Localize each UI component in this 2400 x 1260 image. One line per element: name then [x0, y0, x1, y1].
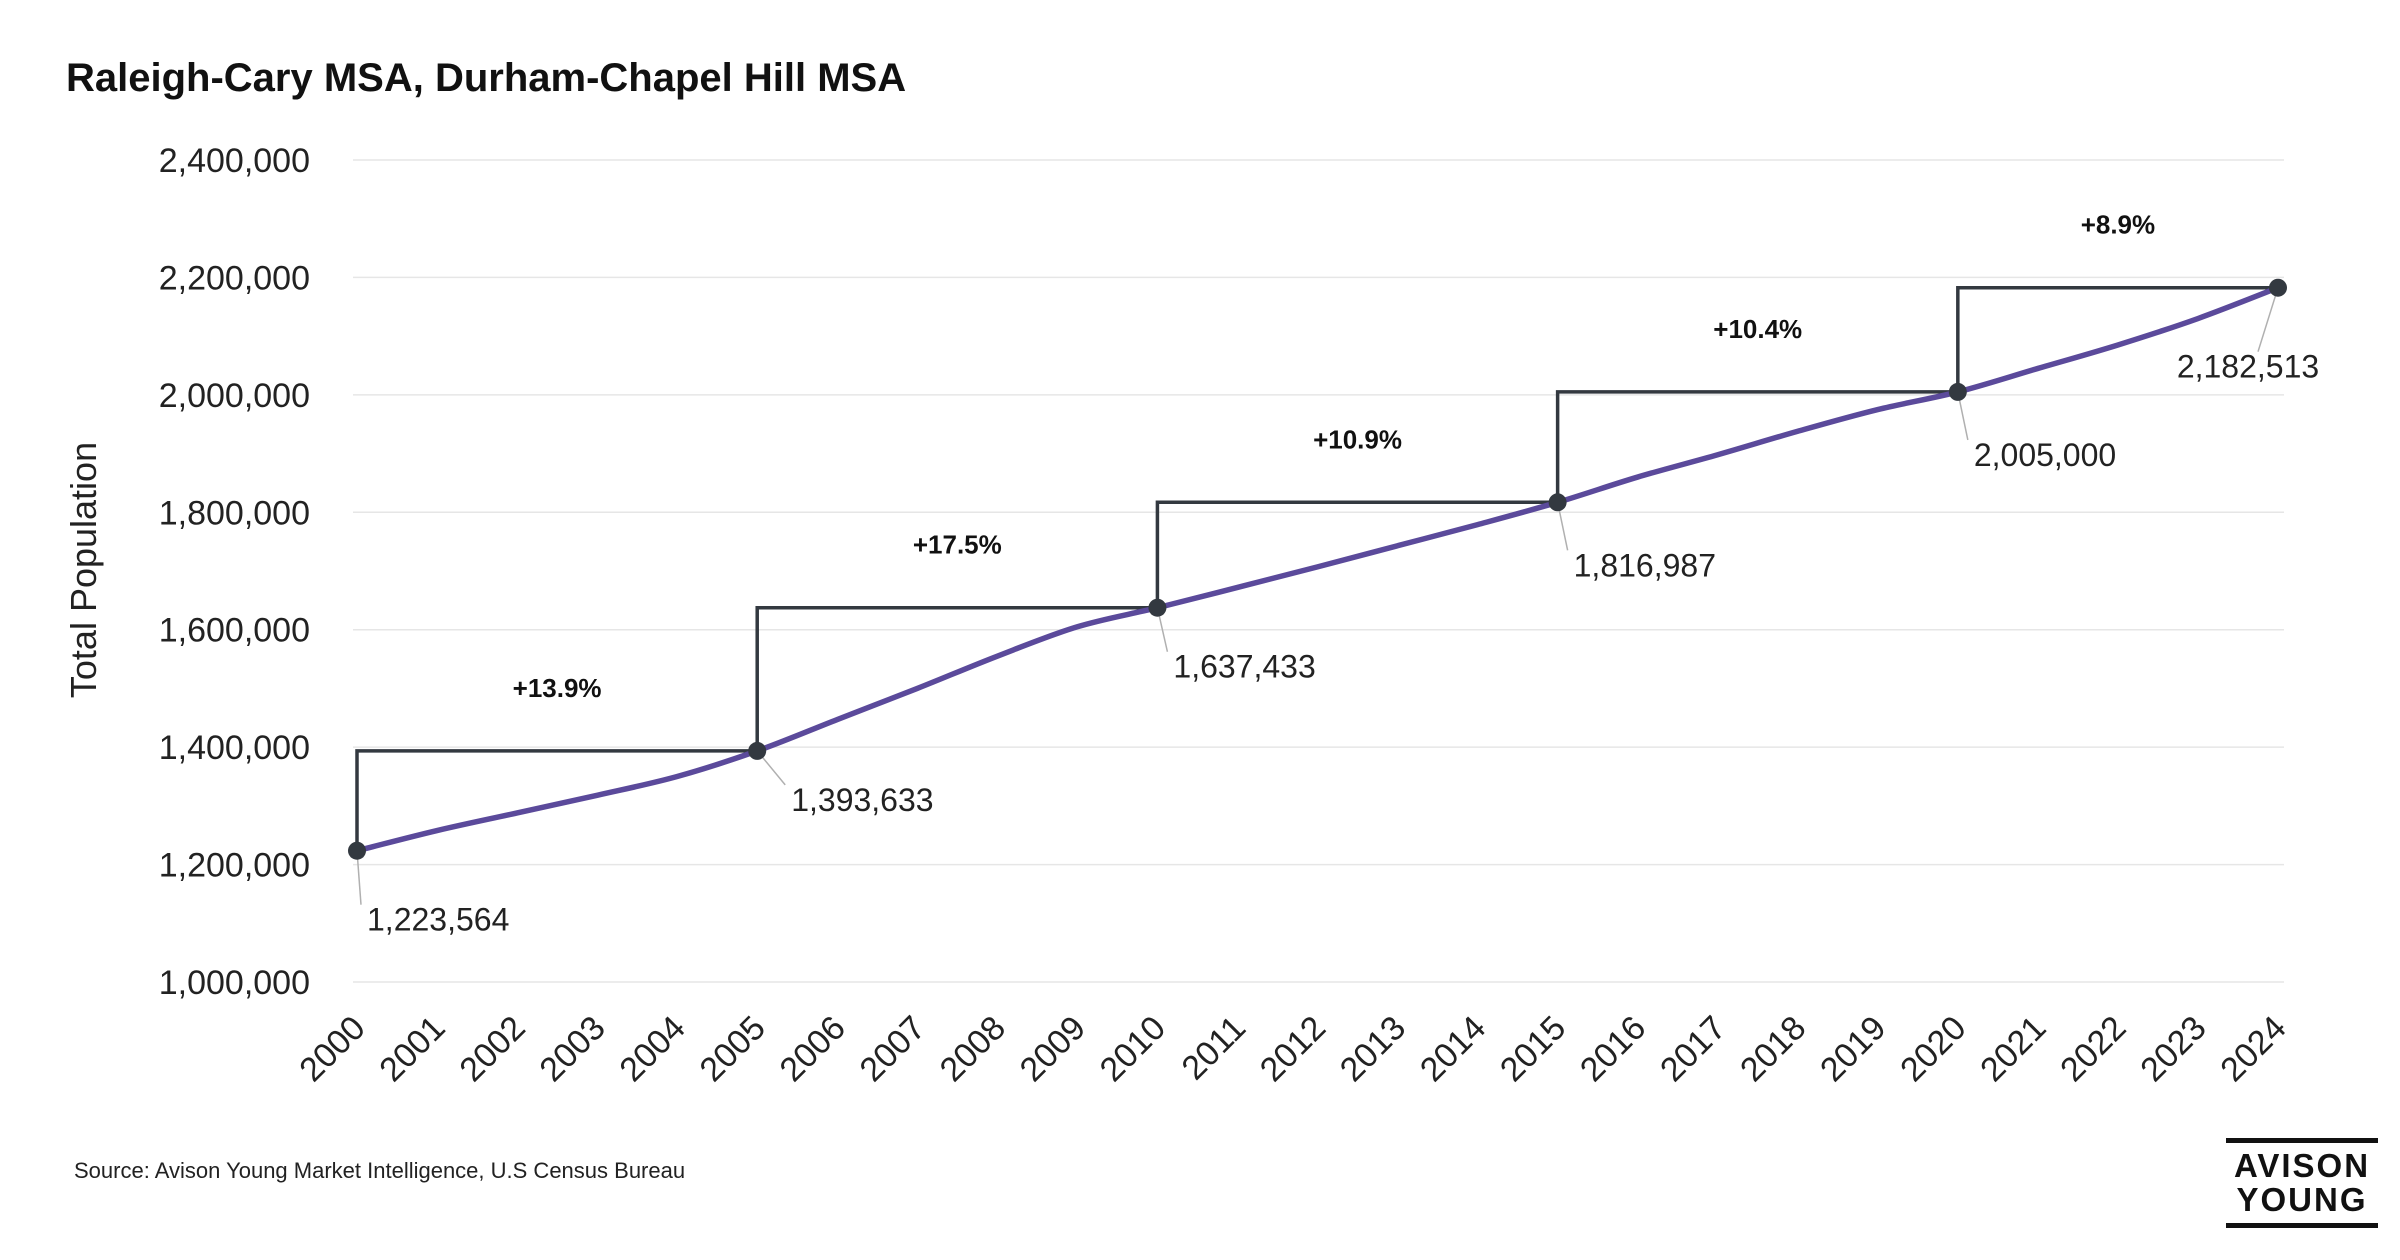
y-tick-label: 1,600,000: [159, 612, 310, 650]
x-tick-label: 2020: [1893, 1009, 1973, 1089]
gridlines: [353, 159, 2284, 983]
x-tick-label: 2005: [693, 1009, 773, 1089]
data-label: 1,816,987: [1574, 547, 1716, 583]
y-tick-label: 1,400,000: [159, 729, 310, 767]
data-label: 1,637,433: [1173, 649, 1315, 685]
x-tick-label: 2004: [612, 1009, 692, 1089]
data-point-marker: [1148, 598, 1167, 617]
growth-label: +13.9%: [513, 673, 602, 703]
y-tick-label: 1,800,000: [159, 494, 310, 532]
growth-step-line: [1155, 500, 1558, 608]
y-tick-label: 1,200,000: [159, 847, 310, 885]
y-axis-label: Total Population: [63, 442, 104, 698]
data-point-marker: [348, 841, 366, 860]
x-tick-label: 2010: [1093, 1009, 1173, 1089]
x-tick-label: 2013: [1333, 1009, 1413, 1089]
avison-young-logo: AVISON YOUNG: [2226, 1138, 2378, 1228]
x-tick-label: 2023: [2133, 1009, 2213, 1089]
source-note: Source: Avison Young Market Intelligence…: [74, 1158, 686, 1183]
data-point-marker: [1548, 493, 1567, 512]
data-point-markers: [348, 278, 2287, 860]
logo-top-bar: [2226, 1138, 2378, 1143]
data-label-leader: [2257, 287, 2279, 352]
data-label: 1,393,633: [791, 782, 933, 818]
x-tick-label: 2006: [773, 1009, 853, 1089]
logo-word-young: YOUNG: [2236, 1181, 2368, 1218]
data-labels: 1,223,564 1,393,633 1,637,433 1,816,987 2,00…: [367, 349, 2319, 938]
x-tick-label: 2009: [1013, 1009, 1093, 1089]
x-tick-label: 2022: [2053, 1009, 2133, 1089]
data-point-marker: [2269, 278, 2287, 297]
data-point-marker: [1948, 382, 1967, 401]
data-label: 2,182,513: [2177, 349, 2319, 385]
x-tick-label: 2021: [1973, 1009, 2053, 1089]
x-tick-label: 2011: [1175, 1009, 1254, 1088]
growth-step-line: [1956, 285, 2278, 392]
data-point-marker: [748, 741, 767, 760]
growth-label: +17.5%: [913, 530, 1002, 560]
y-tick-label: 2,400,000: [159, 142, 310, 180]
growth-label: +10.4%: [1713, 314, 1802, 344]
x-tick-label: 2008: [933, 1009, 1013, 1089]
x-tick-label: 2019: [1813, 1009, 1893, 1089]
series-line: [354, 284, 2281, 854]
chart-title: Raleigh-Cary MSA, Durham-Chapel Hill MSA: [66, 56, 907, 100]
growth-label: +8.9%: [2081, 210, 2155, 240]
growth-label: +10.9%: [1313, 424, 1402, 454]
y-axis-ticks: 1,000,000 1,200,000 1,400,000 1,600,000 1,80…: [159, 142, 310, 1002]
growth-step-line: [355, 749, 758, 851]
y-tick-label: 2,200,000: [159, 259, 310, 297]
x-tick-label: 2014: [1413, 1009, 1493, 1089]
y-tick-label: 1,000,000: [159, 964, 310, 1002]
x-tick-label: 2012: [1253, 1009, 1333, 1089]
x-tick-label: 2003: [532, 1009, 612, 1089]
x-tick-label: 2018: [1733, 1009, 1813, 1089]
x-tick-label: 2016: [1573, 1009, 1653, 1089]
data-label: 2,005,000: [1974, 437, 2116, 473]
x-tick-label: 2001: [372, 1009, 452, 1089]
x-tick-label: 2015: [1493, 1009, 1573, 1089]
growth-step-lines: [355, 285, 2278, 851]
growth-step-line: [1555, 390, 1958, 503]
y-tick-label: 2,000,000: [159, 377, 310, 415]
data-label: 1,223,564: [367, 902, 509, 938]
x-tick-label: 2017: [1653, 1009, 1733, 1089]
growth-step-line: [755, 605, 1158, 751]
data-label-leader: [356, 850, 362, 905]
x-tick-label: 2002: [452, 1009, 532, 1089]
x-axis-ticks: 2000 2001 2002 2003 2004 2005 2006 2007 2008 2009…: [292, 1009, 2293, 1089]
logo-word-avison: AVISON: [2233, 1147, 2371, 1184]
x-tick-label: 2007: [853, 1009, 933, 1089]
x-tick-label: 2024: [2213, 1009, 2293, 1089]
growth-labels: +13.9% +17.5% +10.9% +10.4% +8.9%: [513, 210, 2155, 703]
x-tick-label: 2000: [292, 1009, 372, 1089]
population-series: [354, 284, 2281, 854]
logo-bottom-bar: [2226, 1223, 2378, 1228]
